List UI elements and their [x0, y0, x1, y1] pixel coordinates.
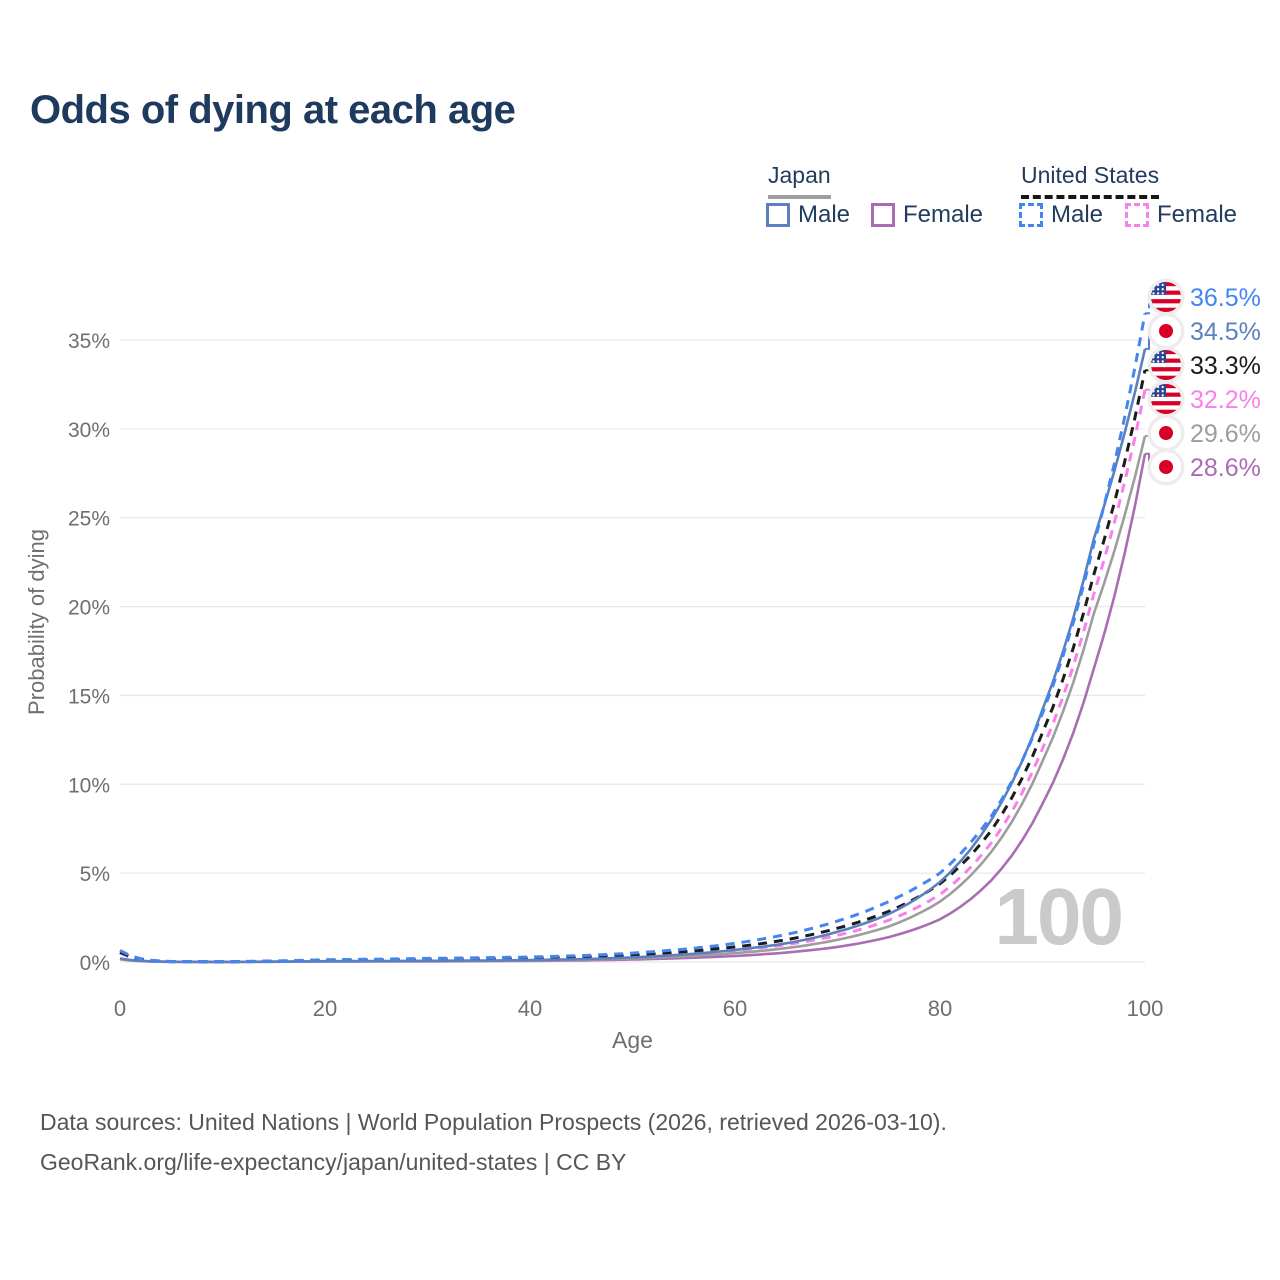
legend-japan-male-label: Male: [798, 201, 851, 228]
japan-female-swatch: [871, 203, 895, 227]
svg-text:35%: 35%: [68, 330, 110, 353]
us-flag-icon: [1147, 380, 1185, 418]
x-axis-ticks: 0 20 40 60 80 100: [114, 996, 1163, 1021]
us-flag-icon: [1147, 278, 1185, 316]
svg-text:15%: 15%: [68, 685, 110, 708]
legend-japan-male[interactable]: Male: [766, 201, 850, 229]
svg-text:5%: 5%: [80, 863, 110, 886]
page-title: Odds of dying at each age: [30, 88, 516, 132]
data-source-line: Data sources: United Nations | World Pop…: [40, 1109, 947, 1135]
y-axis-title: Probability of dying: [24, 529, 49, 715]
us-flag-icon: [1147, 346, 1185, 384]
series-us-male: [119, 313, 1147, 964]
svg-text:25%: 25%: [68, 508, 110, 531]
legend-japan-header[interactable]: Japan: [768, 162, 831, 199]
svg-text:30%: 30%: [68, 419, 110, 442]
attribution-line: GeoRank.org/life-expectancy/japan/united…: [40, 1149, 627, 1175]
end-label-japan-male: 34.5%: [1190, 318, 1261, 346]
y-gridlines: [120, 339, 1145, 963]
end-labels: 36.5% 34.5% 33.3% 32.2% 29.6% 28.6%: [1145, 278, 1261, 486]
legend-japan-female-label: Female: [903, 201, 984, 228]
legend-us-label: United States: [1021, 162, 1160, 199]
series-japan-all: [119, 435, 1147, 964]
svg-text:100: 100: [1127, 996, 1164, 1021]
series-us-female: [119, 389, 1147, 964]
end-label-us-male: 36.5%: [1190, 284, 1261, 312]
legend-us-male[interactable]: Male: [1019, 201, 1103, 229]
japan-flag-icon: [1147, 312, 1185, 350]
japan-flag-icon: [1147, 414, 1185, 452]
japan-male-swatch: [766, 203, 790, 227]
legend-us-male-label: Male: [1051, 201, 1104, 228]
svg-text:80: 80: [928, 996, 952, 1021]
end-label-japan-all: 29.6%: [1190, 420, 1261, 448]
svg-text:0%: 0%: [80, 952, 110, 975]
svg-text:20: 20: [313, 996, 337, 1021]
y-axis-ticks: 0% 5% 10% 15% 20% 25% 30% 35%: [68, 330, 110, 975]
us-female-swatch: [1125, 203, 1149, 227]
svg-text:0: 0: [114, 996, 126, 1021]
legend-us-female[interactable]: Female: [1125, 201, 1237, 229]
legend-us-female-label: Female: [1157, 201, 1238, 228]
age-indicator-watermark: 100: [995, 872, 1122, 961]
svg-text:10%: 10%: [68, 774, 110, 797]
series-us-all: [119, 369, 1147, 964]
us-male-swatch: [1019, 203, 1043, 227]
svg-text:60: 60: [723, 996, 747, 1021]
end-label-us-female: 32.2%: [1190, 386, 1261, 414]
end-label-us-all: 33.3%: [1190, 352, 1261, 380]
svg-text:40: 40: [518, 996, 542, 1021]
connector-us-female: [1145, 388, 1154, 400]
legend-us-header[interactable]: United States: [1021, 162, 1160, 199]
series-japan-female: [119, 453, 1147, 964]
japan-flag-icon: [1147, 448, 1185, 486]
series-japan-male: [119, 348, 1147, 964]
end-label-japan-female: 28.6%: [1190, 454, 1261, 482]
legend-japan-female[interactable]: Female: [871, 201, 983, 229]
x-axis-title: Age: [612, 1027, 653, 1053]
svg-text:20%: 20%: [68, 597, 110, 620]
legend-japan-label: Japan: [768, 162, 831, 199]
